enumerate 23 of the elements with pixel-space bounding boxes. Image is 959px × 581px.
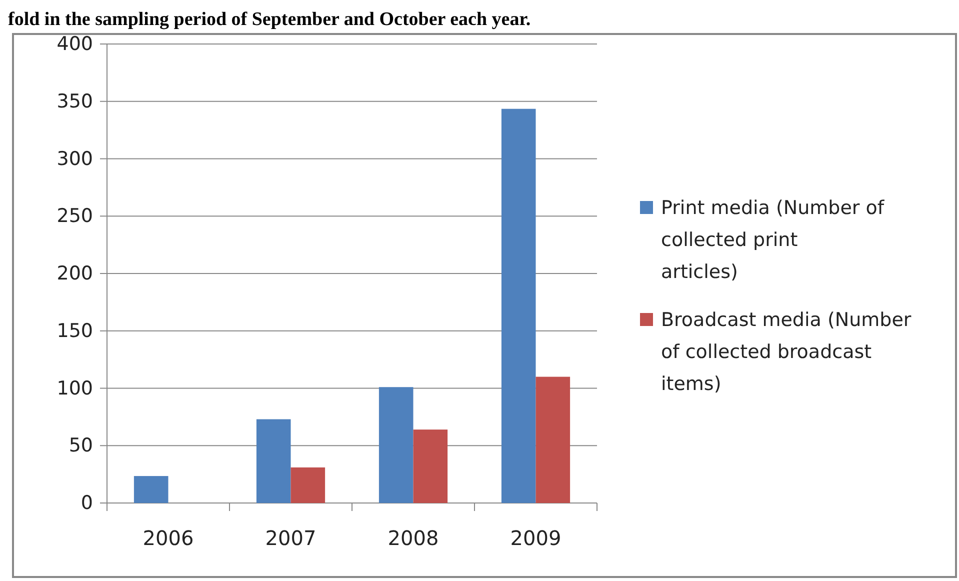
bar — [413, 430, 448, 503]
legend-label: Print media (Number of collected print articles) — [661, 197, 886, 283]
bar — [536, 376, 570, 503]
x-tick-label: 2006 — [142, 526, 194, 550]
y-tick-label: 50 — [68, 434, 93, 457]
y-tick-label: 100 — [56, 377, 93, 400]
x-tick-label: 2009 — [510, 526, 562, 550]
y-tick-label: 200 — [56, 262, 93, 284]
x-tick-label: 2008 — [388, 526, 439, 550]
bar — [501, 108, 536, 503]
legend-label: Broadcast media (Number of collected broadcast items) — [661, 309, 912, 395]
y-tick-label: 350 — [56, 90, 93, 112]
y-tick-label: 150 — [56, 320, 93, 342]
y-tick-label: 250 — [56, 205, 93, 228]
y-tick-label: 400 — [56, 33, 93, 55]
y-tick-label: 0 — [80, 492, 93, 514]
bar — [290, 467, 326, 503]
bar — [378, 387, 414, 503]
bar — [134, 476, 168, 503]
chart-title: fold in the sampling period of September and October each year. — [8, 8, 531, 30]
y-tick-label: 300 — [56, 148, 93, 170]
x-tick-label: 2007 — [265, 526, 316, 550]
bar — [256, 419, 291, 503]
